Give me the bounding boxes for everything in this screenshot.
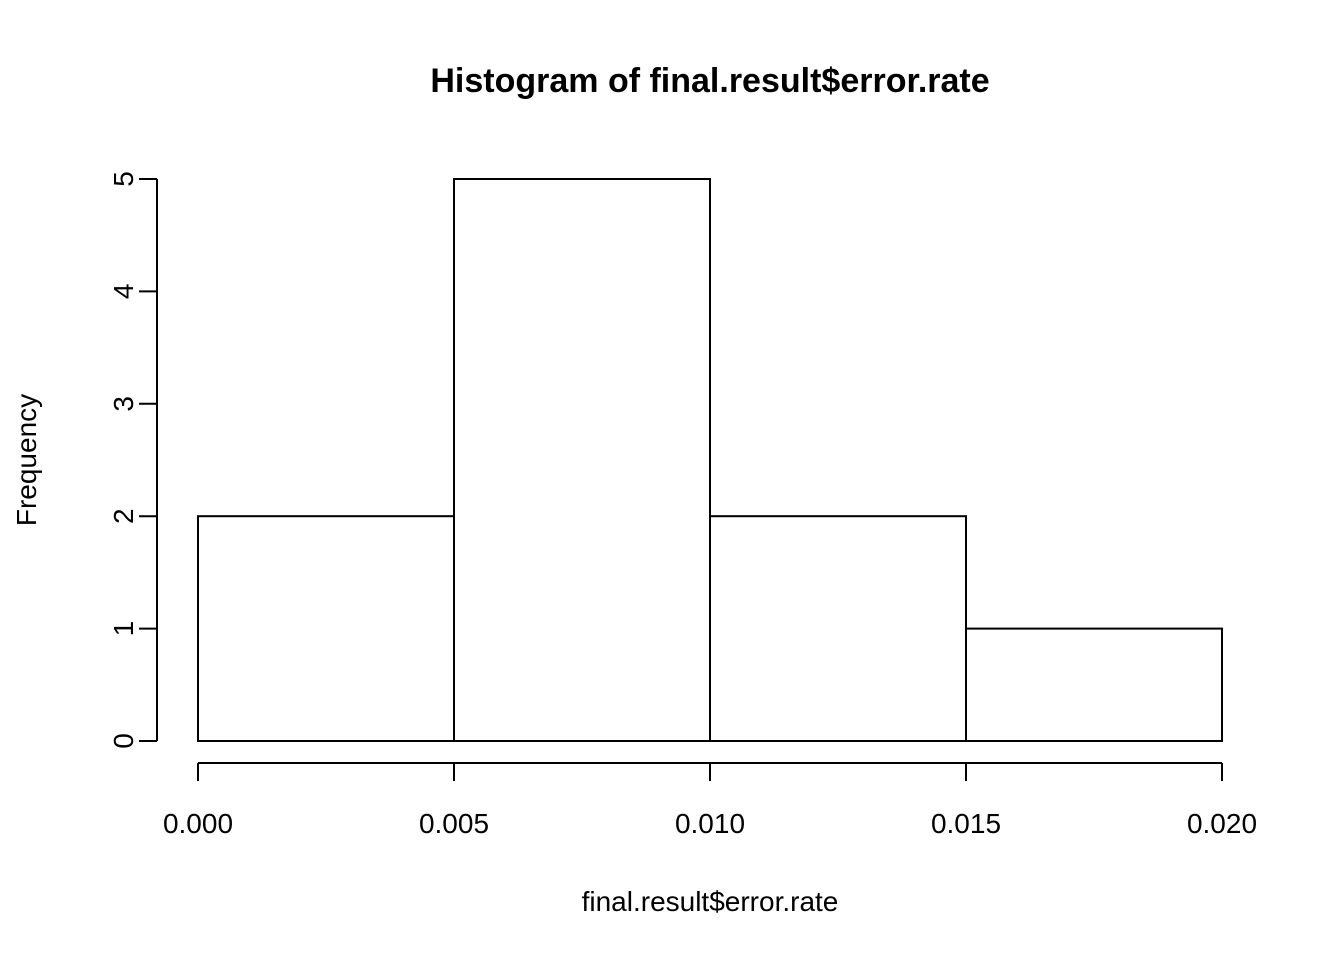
x-tick-label: 0.010: [675, 808, 745, 839]
y-tick-label: 4: [108, 284, 139, 300]
x-tick-label: 0.005: [419, 808, 489, 839]
histogram-bar-2: [453, 178, 711, 742]
x-axis-label: final.result$error.rate: [582, 886, 839, 917]
histogram-bar-3: [709, 515, 967, 743]
y-axis: 0 1 2 3 4 5: [108, 171, 158, 749]
y-tick-label: 2: [108, 508, 139, 524]
y-axis-label: Frequency: [11, 394, 42, 526]
x-tick-label: 0.020: [1187, 808, 1257, 839]
y-tick-label: 5: [108, 171, 139, 187]
x-tick-label: 0.015: [931, 808, 1001, 839]
bars-group: [197, 178, 1223, 743]
y-tick-label: 1: [108, 621, 139, 637]
y-tick-label: 3: [108, 396, 139, 412]
histogram-bar-4: [965, 627, 1223, 742]
x-axis: 0.000 0.005 0.010 0.015 0.020: [163, 762, 1257, 839]
y-tick-label: 0: [108, 733, 139, 749]
histogram-bar-1: [197, 515, 455, 743]
chart-title: Histogram of final.result$error.rate: [430, 62, 989, 100]
x-tick-label: 0.000: [163, 808, 233, 839]
